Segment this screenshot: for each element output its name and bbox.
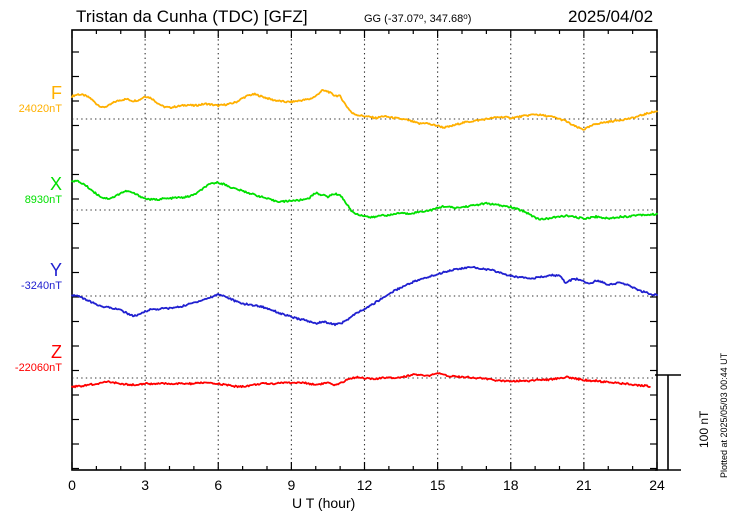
x-axis-title: U T (hour) [292, 495, 356, 511]
component-name-f: F [51, 83, 62, 103]
component-baseline-z: -22060nT [14, 362, 62, 374]
axis-ticks [71, 30, 658, 470]
x-tick-label-15: 15 [429, 477, 446, 493]
component-baseline-f: 24020nT [18, 103, 62, 115]
scale-bar-label: 100 nT [697, 410, 711, 448]
x-tick-label-0: 0 [68, 477, 76, 493]
component-name-x: X [49, 174, 62, 194]
component-name-y: Y [49, 260, 62, 280]
grid-lines [144, 30, 585, 470]
trace-f [71, 89, 658, 131]
data-traces [71, 89, 658, 389]
x-tick-label-9: 9 [287, 477, 296, 493]
component-label-y: Y -3240nT [2, 260, 62, 293]
component-name-z: Z [51, 342, 62, 362]
trace-x [71, 179, 658, 221]
component-baseline-y: -3240nT [21, 280, 62, 292]
component-label-x: X 8930nT [2, 174, 62, 207]
component-label-f: F 24020nT [2, 83, 62, 116]
plot-frame [71, 29, 658, 471]
trace-z [71, 372, 651, 389]
component-baseline-x: 8930nT [24, 194, 62, 206]
component-label-z: Z -22060nT [2, 342, 62, 375]
x-tick-label-3: 3 [141, 477, 150, 493]
x-tick-label-18: 18 [502, 477, 519, 493]
page-title: Tristan da Cunha (TDC) [GFZ] [76, 7, 308, 26]
plotted-at-timestamp: Plotted at 2025/05/03 00:44 UT [719, 352, 729, 478]
x-tick-label-21: 21 [576, 477, 592, 493]
trace-y [71, 265, 658, 327]
scale-bar [655, 374, 681, 471]
geographic-coordinates: GG (-37.07o, 347.68o) [364, 12, 472, 25]
component-baselines [72, 118, 657, 379]
x-tick-label-12: 12 [356, 477, 373, 493]
x-tick-label-24: 24 [649, 477, 665, 493]
observation-date: 2025/04/02 [568, 7, 654, 26]
x-tick-label-6: 6 [214, 477, 223, 493]
